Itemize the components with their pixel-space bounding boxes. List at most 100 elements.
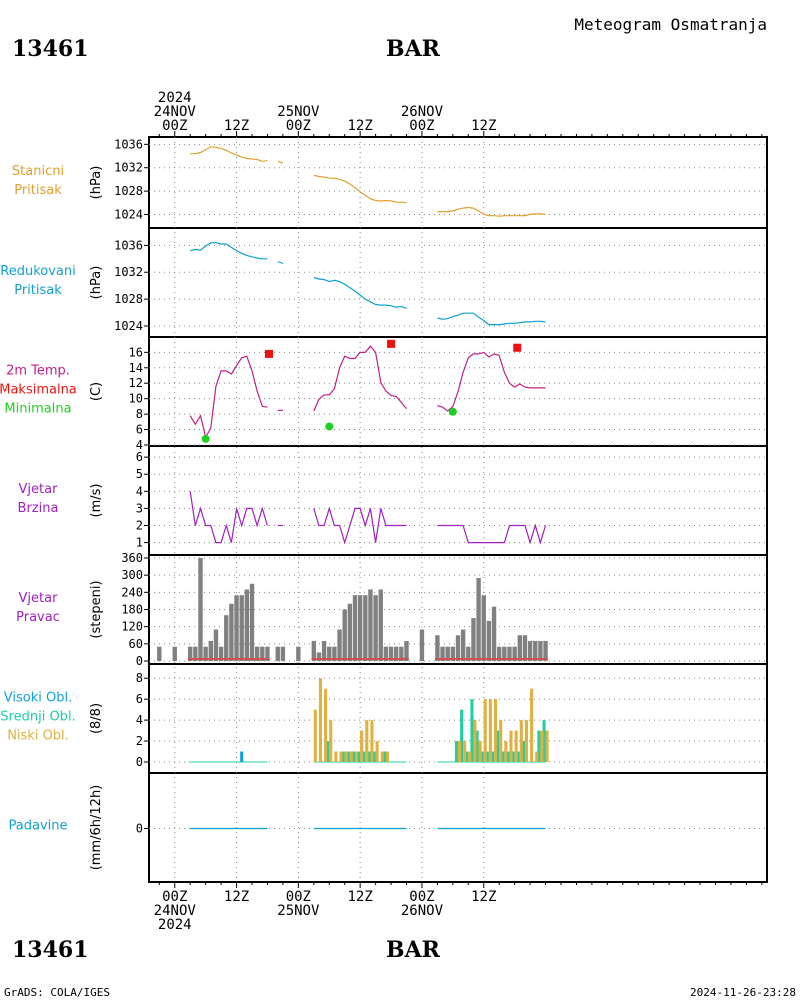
cloud-low-bar [329,720,333,762]
y-tick-label: 14 [129,361,143,375]
panel-unit: (hPa) [89,266,104,300]
y-tick-label: 60 [129,637,143,651]
y-tick-label: 1036 [114,137,143,151]
wind-direction-bar [388,646,394,661]
cloud-low-bar [514,730,518,762]
cloud-low-bar [535,751,539,762]
wind-direction-bar [378,589,383,661]
panel-label: Brzina [18,501,59,516]
cloud-low-bar [463,741,467,762]
wind-direction-bar [502,646,507,661]
series-line-station_pressure [437,206,546,217]
cloud-mid-bar [460,709,464,762]
cloud-mid-bar [506,751,510,762]
wind-direction-bar [327,646,332,661]
panel-label: Srednji Obl. [0,710,75,725]
wind-direction-bar [404,640,409,661]
wind-direction-bar [244,589,250,661]
cloud-mid-bar [470,699,474,762]
cloud-mid-bar [475,730,479,762]
wind-direction-bar [275,646,280,661]
y-tick-label: 0 [136,822,143,836]
y-tick-label: 1 [136,536,143,550]
time-label-bottom: 00Z [286,889,311,905]
panel-clouds [144,677,767,763]
y-tick-label: 3 [136,501,143,515]
y-tick-label: 16 [129,345,143,359]
wind-direction-bar [224,615,229,661]
wind-direction-bar [486,620,492,661]
wind-direction-bar [198,558,203,661]
panel-label: Pravac [16,610,60,625]
station-name-bottom: BAR [386,937,441,963]
series-line-station_pressure [313,174,407,204]
y-tick-label: 1024 [114,207,143,221]
station-id-top: 13461 [12,36,89,62]
cloud-low-bar [324,688,328,762]
wind-direction-bar [218,646,224,661]
series-line-sea_pressure [190,242,268,260]
wind-direction-bar [455,635,461,661]
cloud-low-bar [349,751,353,762]
y-tick-label: 10 [129,392,143,406]
time-label-top: 12Z [471,118,496,134]
wind-direction-bar [254,646,260,661]
cloud-low-bar [530,688,534,762]
y-tick-label: 1032 [114,265,143,279]
wind-direction-bar [265,646,270,661]
time-label-bottom: 25NOV [277,903,320,919]
temp-min-marker [201,434,210,443]
cloud-low-bar [380,751,384,762]
wind-direction-bar [419,629,425,661]
wind-direction-bar [517,635,522,661]
series-line-station_pressure [277,160,284,164]
series-line-wind_speed [313,506,407,545]
wind-direction-bar [368,589,373,661]
y-tick-label: 8 [136,671,143,685]
cloud-low-bar [483,699,487,762]
wind-direction-bar [249,583,255,661]
wind-direction-bar [321,640,327,661]
time-label-top: 12Z [224,118,249,134]
y-tick-label: 1036 [114,238,143,252]
wind-direction-bar [471,618,476,661]
cloud-low-bar [545,730,549,762]
wind-direction-bar [208,640,213,661]
cloud-low-bar [509,730,513,762]
panel-label: Padavine [9,819,68,834]
y-tick-label: 240 [121,585,143,599]
panel-unit: (mm/6h/12h) [89,785,104,871]
temp-max-marker [513,343,522,352]
series-line-temperature [313,345,407,412]
wind-direction-bar [507,646,512,661]
station-id-bottom: 13461 [12,937,89,963]
cloud-low-bar [473,720,477,762]
footer-timestamp: 2024-11-26-23:28 [690,986,796,999]
cloud-low-bar [524,720,528,762]
time-label-top: 12Z [348,118,373,134]
series-line-temperature [437,351,546,412]
series-line-station_pressure [190,146,268,162]
cloud-mid-bar [521,741,525,762]
y-tick-label: 6 [136,450,143,464]
time-label-top: 00Z [409,118,434,134]
wind-direction-bar [193,646,198,661]
wind-direction-bar [316,652,322,661]
wind-direction-bar [533,640,538,661]
wind-direction-bar [260,646,265,661]
temp-max-marker [264,349,273,358]
cloud-mid-bar [454,741,459,762]
wind-direction-bar [476,578,481,661]
temp-min-marker [448,407,457,416]
panel-label: Pritisak [14,283,62,298]
cloud-low-bar [488,699,492,762]
time-label-top: 24NOV [154,104,197,120]
wind-direction-bar [203,646,208,661]
wind-direction-bar [342,609,347,661]
y-tick-label: 4 [136,713,143,727]
panel-label: Vjetar [19,482,59,497]
wind-direction-bar [373,595,378,661]
cloud-low-bar [468,751,472,762]
panel-station_pressure [144,143,767,217]
